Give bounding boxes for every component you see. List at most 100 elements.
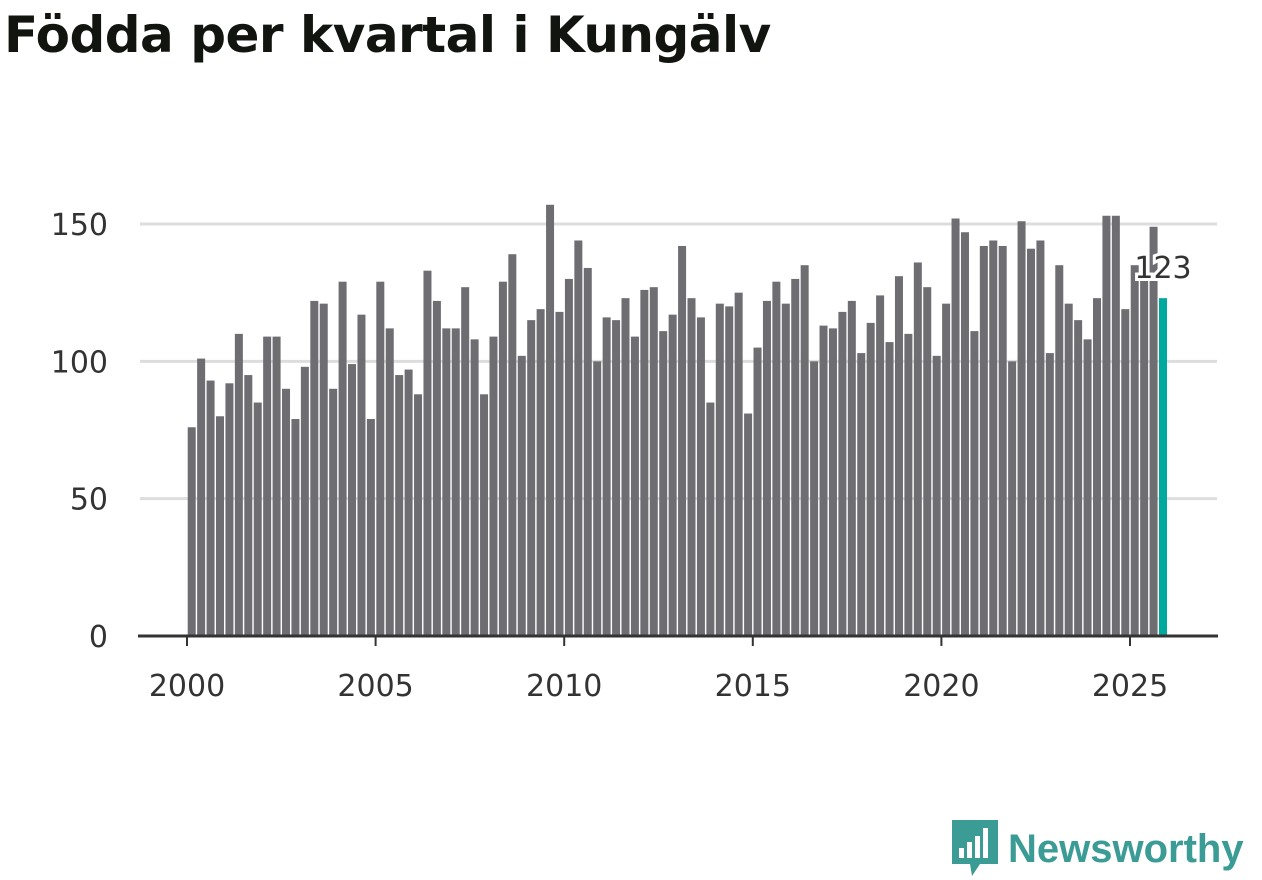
bar bbox=[602, 317, 611, 636]
bar bbox=[366, 419, 375, 636]
bar bbox=[762, 300, 771, 636]
bar bbox=[555, 311, 564, 636]
x-tick-label: 2010 bbox=[526, 669, 602, 704]
bar bbox=[1083, 339, 1092, 636]
bar bbox=[857, 353, 866, 636]
y-tick-label: 150 bbox=[51, 208, 108, 243]
bar bbox=[1045, 353, 1054, 636]
bar bbox=[979, 245, 988, 636]
bar bbox=[876, 295, 885, 636]
bar bbox=[800, 265, 809, 636]
bar bbox=[621, 298, 630, 636]
bar bbox=[583, 267, 592, 636]
bar bbox=[536, 309, 545, 636]
bar bbox=[489, 336, 498, 636]
x-tick-label: 2000 bbox=[149, 669, 225, 704]
bar bbox=[838, 311, 847, 636]
bar bbox=[291, 419, 300, 636]
bar bbox=[744, 413, 753, 636]
bar bbox=[904, 333, 913, 636]
bar bbox=[951, 218, 960, 637]
bar bbox=[612, 320, 621, 636]
bar bbox=[564, 278, 573, 636]
bar bbox=[1092, 298, 1101, 636]
bar bbox=[1130, 265, 1139, 636]
bar bbox=[253, 402, 262, 636]
bar bbox=[593, 361, 602, 636]
bar bbox=[225, 383, 234, 636]
bar bbox=[734, 292, 743, 636]
bar bbox=[414, 394, 423, 636]
bar bbox=[942, 303, 951, 636]
bar bbox=[649, 287, 658, 636]
bar bbox=[810, 361, 819, 636]
bar bbox=[678, 245, 687, 636]
bar bbox=[885, 342, 894, 636]
highlight-value-label: 123 bbox=[1134, 251, 1191, 286]
bar bbox=[1121, 309, 1130, 636]
bar bbox=[432, 300, 441, 636]
bar bbox=[1064, 303, 1073, 636]
x-tick-label: 2025 bbox=[1092, 669, 1168, 704]
bar bbox=[1140, 278, 1149, 636]
bar bbox=[423, 270, 432, 636]
bar bbox=[329, 388, 338, 636]
bar bbox=[1036, 240, 1045, 637]
bar bbox=[451, 328, 460, 636]
bar bbox=[498, 281, 507, 636]
bar bbox=[234, 333, 243, 636]
bar bbox=[1102, 215, 1111, 636]
bar bbox=[819, 325, 828, 636]
bar bbox=[923, 287, 932, 636]
newsworthy-logo-icon bbox=[952, 820, 998, 876]
bar bbox=[1111, 215, 1120, 636]
x-tick-label: 2015 bbox=[715, 669, 791, 704]
bar bbox=[272, 336, 281, 636]
bar bbox=[546, 204, 555, 637]
bar bbox=[517, 355, 526, 636]
bar bbox=[668, 314, 677, 636]
bar bbox=[395, 375, 404, 636]
bar bbox=[319, 303, 328, 636]
bar bbox=[282, 388, 291, 636]
y-tick-label: 50 bbox=[70, 483, 108, 518]
bar bbox=[357, 314, 366, 636]
chart-title: Födda per kvartal i Kungälv bbox=[4, 6, 771, 64]
bar bbox=[197, 358, 206, 636]
bar bbox=[866, 322, 875, 636]
bar bbox=[348, 364, 357, 636]
bar bbox=[753, 347, 762, 636]
x-tick-label: 2005 bbox=[337, 669, 413, 704]
bar bbox=[960, 232, 969, 637]
bar bbox=[480, 394, 489, 636]
bar bbox=[1074, 320, 1083, 636]
bar bbox=[791, 278, 800, 636]
bar bbox=[913, 262, 922, 636]
bar bbox=[442, 328, 451, 636]
bar bbox=[470, 339, 479, 636]
bar bbox=[998, 245, 1007, 636]
bar bbox=[574, 240, 583, 637]
bar bbox=[1017, 221, 1026, 636]
bar bbox=[687, 298, 696, 636]
bar bbox=[216, 416, 225, 636]
brand-name: Newsworthy bbox=[1008, 826, 1244, 871]
bar bbox=[894, 276, 903, 636]
bar bbox=[206, 380, 215, 636]
bar bbox=[263, 336, 272, 636]
x-tick-label: 2020 bbox=[903, 669, 979, 704]
bar bbox=[630, 336, 639, 636]
bar bbox=[1055, 265, 1064, 636]
bar bbox=[404, 369, 413, 636]
bar bbox=[932, 355, 941, 636]
bar bbox=[244, 375, 253, 636]
bar bbox=[508, 254, 517, 637]
bar bbox=[725, 306, 734, 636]
bar bbox=[1149, 226, 1158, 636]
bar bbox=[310, 300, 319, 636]
bar bbox=[640, 289, 649, 636]
bar bbox=[970, 331, 979, 636]
bar bbox=[376, 281, 385, 636]
highlight-bar bbox=[1159, 298, 1168, 636]
